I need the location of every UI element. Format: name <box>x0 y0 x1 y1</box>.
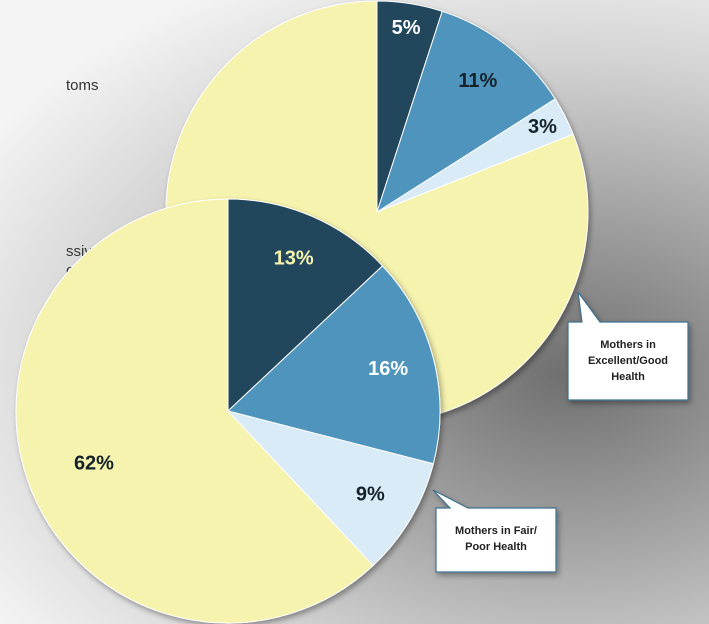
value-label: 16% <box>368 358 408 380</box>
value-label: 11% <box>458 70 497 92</box>
pie-chart: 13% 16% 9% 62% <box>16 199 440 623</box>
slide: toms ssive or 5%11%3%81%13%16%9%62% Moth… <box>0 0 709 624</box>
value-label: 3% <box>528 116 557 138</box>
value-label: 5% <box>392 17 421 39</box>
callout-label: Mothers in Fair/ Poor Health <box>444 523 548 555</box>
value-label: 9% <box>356 483 385 505</box>
callout-label: Mothers in Excellent/Good Health <box>576 337 680 385</box>
value-label: 62% <box>74 452 114 474</box>
value-label: 13% <box>274 248 314 270</box>
charts: 5%11%3%81%13%16%9%62% <box>0 0 709 624</box>
